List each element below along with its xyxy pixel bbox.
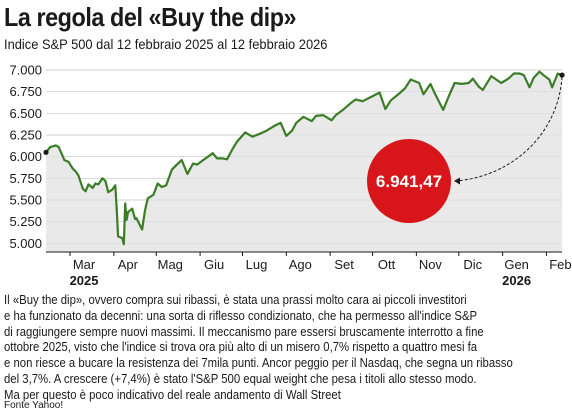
x-tick-label: Ott (378, 257, 396, 272)
start-point (43, 149, 49, 155)
y-tick-label: 5.750 (9, 171, 42, 186)
x-tick-label: Feb (549, 257, 571, 272)
x-tick-label: Giu (204, 257, 224, 272)
y-tick-label: 5.500 (9, 193, 42, 208)
x-tick-label: Set (334, 257, 354, 272)
y-tick-label: 6.750 (9, 84, 42, 99)
x-tick-label: Mar (73, 257, 96, 272)
y-tick-label: 6.250 (9, 128, 42, 143)
x-tick-label: Nov (419, 257, 443, 272)
article-line: Il «Buy the dip», ovvero compra sui riba… (4, 292, 467, 307)
article-line: Ma per questo è poco indicativo del real… (4, 386, 341, 402)
x-tick-label: Dic (463, 257, 482, 272)
x-year-label: 2025 (70, 273, 99, 288)
article-line: e ha funzionato da decenni: una sorta di… (4, 307, 478, 323)
x-tick-label: Lug (246, 257, 268, 272)
x-tick-label: Mag (158, 257, 183, 272)
end-point (559, 72, 565, 78)
y-tick-label: 5.000 (9, 236, 42, 251)
article-line: di raggiungere sempre nuovi massimi. Il … (4, 323, 484, 339)
article-line: ottobre 2025, visto che l'indice si trov… (4, 339, 478, 355)
y-tick-label: 6.500 (9, 106, 42, 121)
article-line: e non riesce a bucare la resistenza dei … (4, 355, 513, 371)
x-tick-label: Ago (289, 257, 312, 272)
chart-subtitle: Indice S&P 500 dal 12 febbraio 2025 al 1… (4, 36, 328, 52)
y-tick-label: 6.000 (9, 149, 42, 164)
y-tick-label: 5.250 (9, 214, 42, 229)
callout-connector (454, 77, 563, 182)
x-tick-label: Apr (118, 257, 139, 272)
sp500-area-chart: 5.000 5.250 5.500 5.750 6.000 6.250 6.500 6.750… (9, 63, 571, 289)
y-tick-label: 7.000 (9, 63, 42, 78)
last-value-label: 6.941,47 (376, 172, 442, 191)
series-line (45, 70, 563, 246)
callout-arrowhead (454, 177, 460, 185)
last-value-bubble (367, 139, 451, 223)
x-tick-label: Gen (504, 257, 529, 272)
article-text: Il «Buy the dip», ovvero compra sui riba… (4, 292, 568, 403)
article-line: del 3,7%. A crescere (+7,4%) è stato l'S… (4, 370, 477, 386)
x-year-label: 2026 (502, 273, 531, 288)
chart-title: La regola del «Buy the dip» (4, 2, 297, 32)
source-note: Fonte Yahoo! (4, 400, 64, 411)
